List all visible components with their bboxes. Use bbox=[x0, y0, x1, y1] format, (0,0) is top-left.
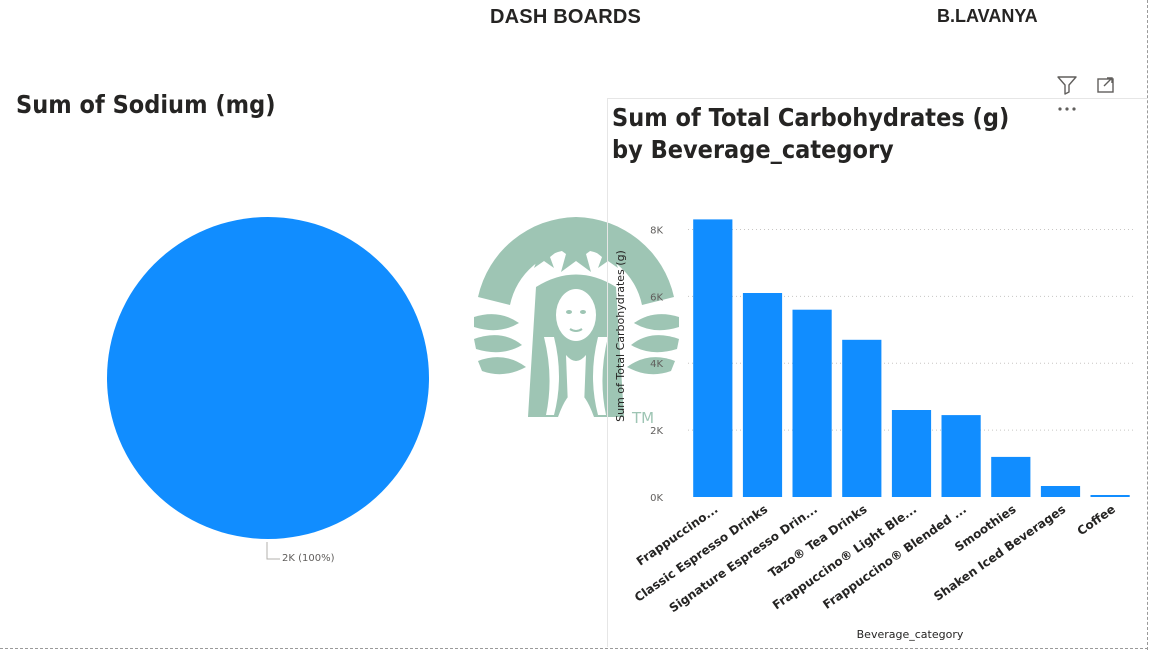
bar[interactable] bbox=[742, 293, 783, 497]
bar[interactable] bbox=[941, 415, 981, 497]
x-tick-label: Frappuccino... bbox=[634, 502, 721, 569]
bar[interactable] bbox=[891, 410, 932, 497]
x-tick-label: Coffee bbox=[1075, 502, 1118, 538]
x-axis-label: Beverage_category bbox=[857, 628, 964, 641]
page-border-bottom bbox=[0, 648, 1148, 649]
bar[interactable] bbox=[792, 309, 832, 497]
y-tick-label: 8K bbox=[650, 225, 663, 236]
y-axis-label: Sum of Total Carbohydrates (g) bbox=[614, 250, 627, 422]
bar[interactable] bbox=[842, 339, 882, 497]
pie-data-label: 2K (100%) bbox=[282, 553, 335, 564]
dashboard-title: DASH BOARDS bbox=[490, 6, 642, 28]
focus-mode-icon[interactable] bbox=[1095, 75, 1119, 95]
pie-label-leader-line bbox=[266, 542, 280, 560]
logo-trademark: TM bbox=[631, 409, 654, 427]
y-tick-label: 2K bbox=[650, 426, 663, 437]
bar[interactable] bbox=[1090, 495, 1130, 497]
filter-icon[interactable] bbox=[1056, 75, 1080, 95]
author-name: B.LAVANYA bbox=[937, 6, 1038, 26]
sodium-pie-chart bbox=[107, 217, 429, 539]
visual-header-icons bbox=[1056, 75, 1154, 123]
bar[interactable] bbox=[1040, 486, 1081, 497]
pie-chart-title: Sum of Sodium (mg) bbox=[16, 90, 276, 119]
starbucks-logo: TM bbox=[474, 217, 679, 427]
y-tick-label: 4K bbox=[650, 359, 663, 370]
pie-slice[interactable] bbox=[107, 217, 429, 539]
bar[interactable] bbox=[693, 219, 733, 497]
bar[interactable] bbox=[991, 456, 1031, 497]
bar-chart-title: Sum of Total Carbohydrates (g) by Bevera… bbox=[612, 103, 1010, 164]
y-tick-label: 6K bbox=[650, 292, 663, 303]
more-options-icon[interactable] bbox=[1056, 99, 1080, 119]
bar-chart-visual-frame bbox=[607, 98, 1148, 647]
y-tick-label: 0K bbox=[650, 493, 663, 504]
page-border-right bbox=[1147, 0, 1148, 650]
